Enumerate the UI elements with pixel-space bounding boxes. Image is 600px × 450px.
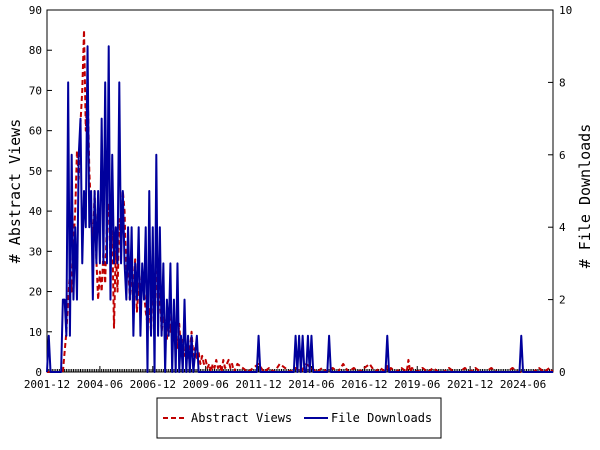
series-line-file-downloads bbox=[46, 45, 553, 373]
y-left-tick-label: 70 bbox=[29, 84, 42, 97]
legend: Abstract Views File Downloads bbox=[156, 397, 442, 439]
y-left-tick-label: 10 bbox=[29, 326, 42, 339]
x-tick-label: 2024-06 bbox=[500, 378, 546, 391]
x-tick-label: 2001-12 bbox=[24, 378, 70, 391]
y-left-tick-label: 60 bbox=[29, 125, 42, 138]
x-tick-label: 2009-06 bbox=[182, 378, 228, 391]
y-right-tick-label: 10 bbox=[559, 4, 572, 17]
y-left-tick-label: 20 bbox=[29, 286, 42, 299]
legend-label-abstract-views: Abstract Views bbox=[191, 411, 292, 425]
x-tick-label: 2019-06 bbox=[394, 378, 440, 391]
x-tick-label: 2004-06 bbox=[77, 378, 123, 391]
y-left-axis-title: # Abstract Views bbox=[6, 119, 24, 264]
y-right-axis-ticks: 0 2 4 6 8 10 bbox=[548, 4, 572, 379]
x-tick-label: 2011-12 bbox=[235, 378, 281, 391]
y-left-tick-label: 90 bbox=[29, 4, 42, 17]
y-left-tick-label: 40 bbox=[29, 205, 42, 218]
y-right-tick-label: 2 bbox=[559, 294, 566, 307]
plot-area bbox=[46, 9, 554, 373]
y-right-tick-label: 0 bbox=[559, 366, 566, 379]
y-left-tick-label: 80 bbox=[29, 44, 42, 57]
x-tick-label: 2006-12 bbox=[130, 378, 176, 391]
y-right-tick-label: 6 bbox=[559, 149, 566, 162]
x-tick-label: 2016-12 bbox=[341, 378, 387, 391]
x-tick-label: 2021-12 bbox=[447, 378, 493, 391]
x-axis-ticks: 2001-12 2004-06 2006-12 2009-06 2011-12 2014-… bbox=[24, 366, 554, 391]
y-right-tick-label: 8 bbox=[559, 76, 566, 89]
y-left-tick-label: 50 bbox=[29, 165, 42, 178]
legend-box bbox=[156, 397, 442, 439]
x-tick-label: 2014-06 bbox=[288, 378, 334, 391]
y-left-axis-ticks: 0 10 20 30 40 50 60 70 80 90 bbox=[29, 4, 52, 379]
series-layer bbox=[46, 29, 554, 373]
y-right-tick-label: 4 bbox=[559, 221, 566, 234]
y-right-axis-title: # File Downloads bbox=[576, 124, 594, 269]
y-left-tick-label: 0 bbox=[35, 366, 42, 379]
y-left-tick-label: 30 bbox=[29, 245, 42, 258]
legend-label-file-downloads: File Downloads bbox=[331, 411, 432, 425]
